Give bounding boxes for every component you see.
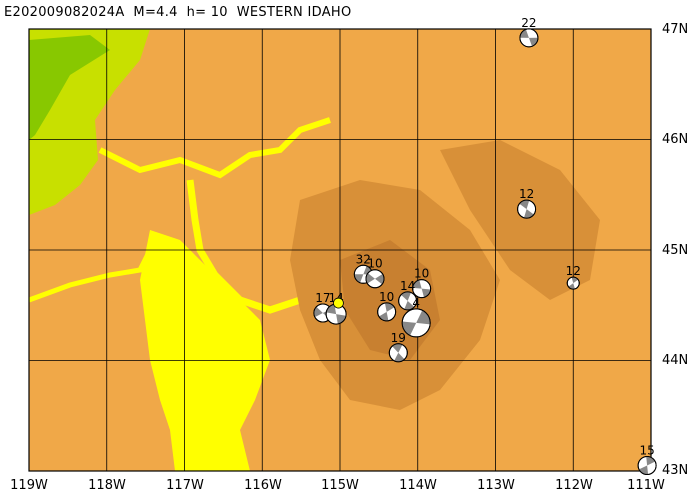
compressional-quadrant [402,310,431,336]
lon-label-119w: 119W [10,478,48,493]
event-depth-label: 32 [356,252,371,266]
lat-label-45n: 45N [662,243,689,258]
lon-label-117w: 117W [166,478,204,493]
beachball-border [566,276,580,290]
mountain-region-east [440,140,600,300]
beachball-border [517,199,537,219]
event-depth-label: 4 [412,296,420,310]
lat-label-46n: 46N [662,132,689,147]
compressional-quadrant [412,280,431,298]
river-channel-west [29,248,153,303]
river-channel-central [186,179,322,314]
focal-mechanism: 14 [325,291,347,325]
event-depth-label: 12 [519,187,534,201]
focal-mechanism: 14 [398,279,418,311]
lon-label-111w: 111W [627,478,665,493]
lon-label-115w: 115W [321,478,359,493]
event-depth-label: 10 [379,290,394,304]
beachball-border [388,343,408,363]
compressional-quadrant [568,277,579,290]
map-frame [28,28,652,472]
snake-river-plain [140,230,270,471]
event-depth-label: 10 [414,267,429,281]
beachball-border [637,455,657,475]
compressional-quadrant [366,273,384,285]
river-channel-north [98,117,331,179]
compressional-quadrant [354,265,373,283]
compressional-quadrant [519,29,538,47]
beachball-border [365,269,385,289]
focal-mechanism: 12 [566,264,581,290]
compressional-quadrant [401,291,415,310]
lat-label-43n: 43N [662,463,689,478]
beachball-border [377,302,397,322]
focal-mechanism: 10 [412,267,432,299]
lon-label-113w: 113W [477,478,515,493]
focal-mechanism: 22 [519,16,539,48]
deep-green-valley [29,35,110,140]
lat-label-47n: 47N [662,22,689,37]
compressional-quadrant [639,456,656,475]
event-depth-label: 12 [566,264,581,278]
event-depth-label: 22 [521,16,536,30]
event-depth-label: 17 [315,291,330,305]
focal-mechanism: 12 [517,187,537,219]
lat-label-44n: 44N [662,353,689,368]
focal-mechanism: 19 [388,331,408,363]
compressional-quadrant [392,343,405,362]
event-depth-label: 15 [639,443,654,457]
compressional-quadrant [378,302,395,321]
event-depth-label: 19 [391,331,406,345]
beachball-border [412,279,432,299]
lon-label-116w: 116W [244,478,282,493]
focal-mechanism: 10 [365,257,385,289]
lon-label-118w: 118W [88,478,126,493]
epicenter-marker [333,297,344,309]
beachball-border [401,308,431,338]
event-depth-label: 14 [400,279,415,293]
focal-mechanism: 15 [637,443,657,475]
lon-label-112w: 112W [555,478,593,493]
event-depth-label: 10 [367,257,382,271]
lon-label-114w: 114W [399,478,437,493]
compressional-quadrant [519,200,534,219]
focal-mechanism: 4 [401,296,431,338]
compressional-quadrant [326,304,346,324]
focal-mechanism: 10 [377,290,397,322]
beachball-border [398,291,418,311]
beachball-border [519,28,539,48]
map-title: E202009082024A M=4.4 h= 10 WESTERN IDAHO [4,5,352,20]
